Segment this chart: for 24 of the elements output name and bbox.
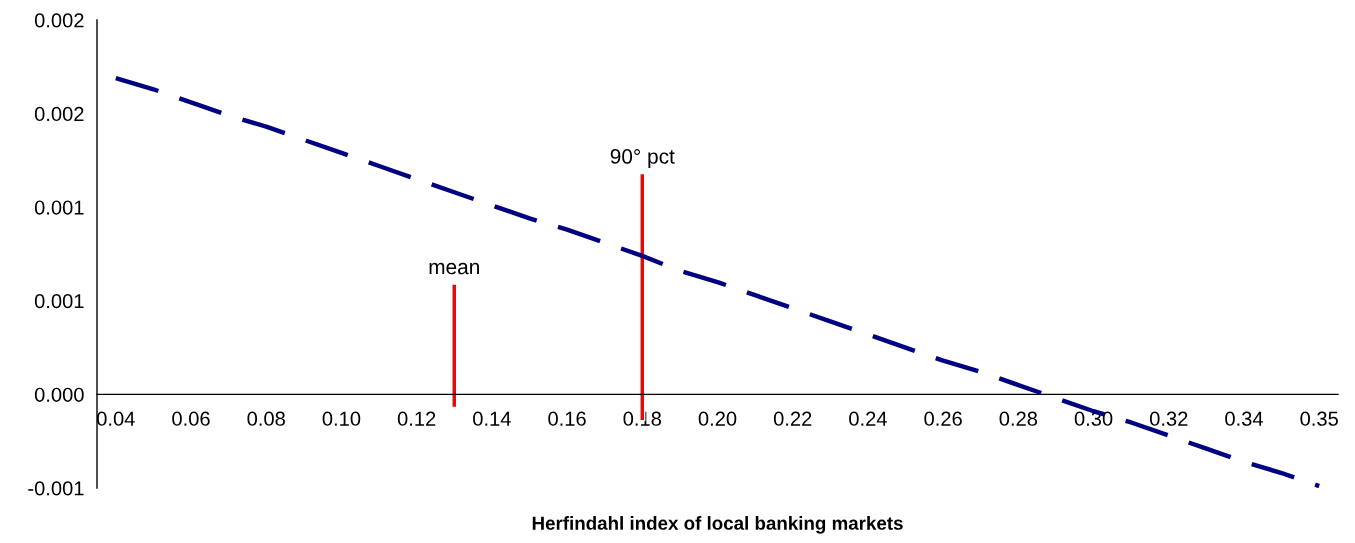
x-tick-label: 0.24 bbox=[849, 411, 887, 426]
x-tick-label: 0.26 bbox=[924, 411, 962, 426]
x-tick-label: 0.10 bbox=[322, 411, 361, 426]
x-tick-label: 0.12 bbox=[397, 411, 436, 426]
x-tick-label: 0.06 bbox=[172, 411, 210, 426]
x-tick-label: 0.32 bbox=[1149, 411, 1188, 426]
x-tick-label: 0.08 bbox=[247, 411, 285, 426]
y-tick-label: -0.001 bbox=[28, 481, 84, 496]
x-tick-label: 0.18 bbox=[623, 411, 662, 426]
x-tick-label: 0.20 bbox=[698, 411, 737, 426]
x-tick-label: 0.14 bbox=[473, 411, 511, 426]
y-tick-label: 0.002 bbox=[34, 13, 84, 28]
y-tick-label: 0.001 bbox=[34, 200, 84, 215]
x-tick-label: 0.34 bbox=[1225, 411, 1263, 426]
x-tick-label: 0.22 bbox=[773, 411, 812, 426]
y-tick-label: 0.002 bbox=[34, 106, 84, 122]
x-tick-label: 0.35 bbox=[1300, 411, 1338, 426]
x-axis-title: Herfindahl index of local banking markets bbox=[532, 516, 903, 534]
y-tick-label: 0.001 bbox=[34, 294, 84, 309]
annotation: 90° pct bbox=[610, 149, 675, 168]
y-tick-label: 0.000 bbox=[34, 387, 84, 402]
x-tick-label: 0.28 bbox=[999, 411, 1038, 426]
annotation: mean bbox=[429, 262, 479, 275]
x-tick-label: 0.16 bbox=[548, 411, 586, 426]
